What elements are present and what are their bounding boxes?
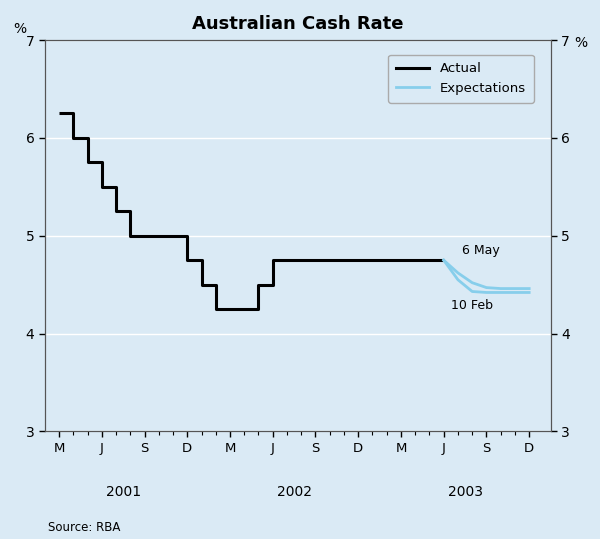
Title: Australian Cash Rate: Australian Cash Rate [192, 15, 403, 33]
Text: 2002: 2002 [277, 485, 311, 499]
Y-axis label: %: % [574, 36, 587, 50]
Legend: Actual, Expectations: Actual, Expectations [388, 54, 534, 103]
Text: 2003: 2003 [448, 485, 482, 499]
Text: 6 May: 6 May [462, 244, 500, 257]
Text: Source: RBA: Source: RBA [48, 521, 121, 534]
Text: 2001: 2001 [106, 485, 141, 499]
Text: 10 Feb: 10 Feb [451, 299, 493, 312]
Y-axis label: %: % [13, 22, 26, 36]
